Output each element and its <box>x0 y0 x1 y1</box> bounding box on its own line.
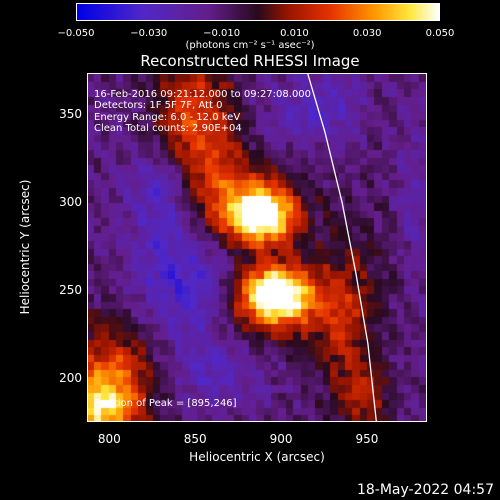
detectors-label: Detectors: 1F 5F 7F, Att 0 <box>94 100 223 111</box>
plot-title: Reconstructed RHESSI Image <box>140 52 360 70</box>
time-range-label: 16-Feb-2016 09:21:12.000 to 09:27:08.000 <box>94 89 312 100</box>
x-tick-label: 950 <box>355 432 379 446</box>
y-tick-label: 350 <box>59 106 82 121</box>
x-tick-label: 850 <box>183 432 207 446</box>
x-tick-label: 800 <box>97 432 121 446</box>
y-tick-label: 250 <box>59 282 82 297</box>
clean-counts-label: Clean Total counts: 2.90E+04 <box>94 123 242 134</box>
colorbar <box>76 3 440 21</box>
colorbar-tick: 0.030 <box>352 28 382 39</box>
x-tick-label: 900 <box>269 432 293 446</box>
colorbar-tick: 0.050 <box>425 28 455 39</box>
x-axis-label: Heliocentric X (arcsec) <box>189 450 325 464</box>
peak-position-label: Position of Peak = [895,246] <box>94 398 237 409</box>
y-tick-label: 300 <box>59 194 82 209</box>
colorbar-units: (photons cm⁻² s⁻¹ asec⁻²) <box>185 40 315 51</box>
energy-range-label: Energy Range: 6.0 - 12.0 keV <box>94 112 241 123</box>
colorbar-tick: −0.030 <box>130 28 168 39</box>
y-tick-label: 200 <box>59 370 82 385</box>
y-axis-label: Heliocentric Y (arcsec) <box>18 179 32 315</box>
footer-timestamp: 18-May-2022 04:57 <box>356 482 494 498</box>
colorbar-tick: 0.010 <box>280 28 309 39</box>
colorbar-tick: −0.050 <box>57 28 95 39</box>
colorbar-tick: −0.010 <box>203 28 241 39</box>
